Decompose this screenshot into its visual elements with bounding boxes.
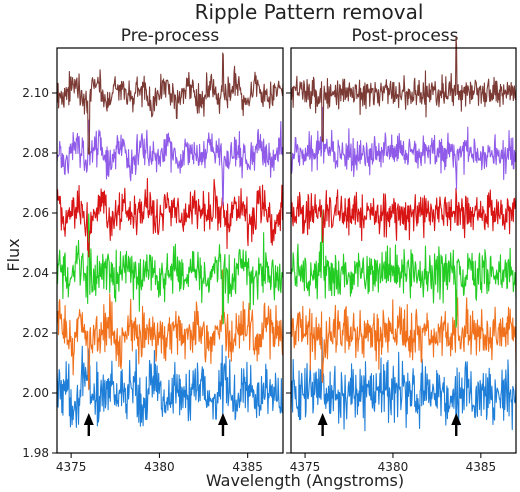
y-tick-label-4: 2.04 (22, 266, 49, 280)
panel-pre-process: 4375 4380 4385 1.98 2.00 2.02 2.04 2.06 2.08 2.10 (22, 47, 284, 474)
x-tick-label-3-panel-1: 4385 (232, 460, 263, 474)
y-tick-label-2: 2.00 (22, 386, 49, 400)
panel-title-post: Post-process (351, 26, 458, 46)
feature-arrow-1-panel-2 (317, 413, 328, 436)
plot-frame-panel-2 (290, 47, 517, 454)
plot-frame-panel-1 (56, 47, 284, 454)
x-axis-label: Wavelength (Angstroms) (206, 471, 404, 490)
series-line-2-panel-1 (56, 269, 284, 391)
feature-arrow-2-panel-2 (451, 413, 462, 436)
x-tick-label-1-panel-1: 4375 (56, 460, 87, 474)
x-tick-label-3-panel-2: 4385 (466, 460, 497, 474)
series-line-6-panel-2 (290, 36, 517, 143)
series-line-5-panel-1 (56, 119, 284, 206)
series-line-5-panel-2 (290, 106, 517, 190)
panel-post-process: 4375 4380 4385 (286, 36, 517, 474)
series-line-1-panel-1 (56, 344, 284, 428)
y-tick-label-7: 2.10 (22, 86, 49, 100)
feature-arrow-2-panel-1 (217, 413, 228, 436)
y-axis-label: Flux (4, 238, 23, 271)
panel-title-pre: Pre-process (121, 26, 220, 46)
series-line-4-panel-2 (290, 187, 517, 243)
x-tick-label-2-panel-2: 4380 (378, 460, 409, 474)
y-tick-label-6: 2.08 (22, 146, 49, 160)
x-tick-label-2-panel-1: 4380 (144, 460, 175, 474)
series-line-3-panel-1 (56, 213, 284, 325)
y-tick-label-3: 2.02 (22, 326, 49, 340)
series-line-4-panel-1 (56, 177, 284, 258)
series-line-1-panel-2 (290, 336, 517, 436)
series-line-3-panel-2 (290, 209, 517, 328)
series-line-2-panel-2 (290, 289, 517, 384)
chart-title: Ripple Pattern removal (195, 0, 424, 24)
y-tick-label-5: 2.06 (22, 206, 49, 220)
feature-arrow-1-panel-1 (83, 413, 94, 436)
y-tick-label-1: 1.98 (22, 446, 49, 460)
x-tick-label-1-panel-2: 4375 (290, 460, 321, 474)
series-line-6-panel-1 (56, 52, 284, 155)
